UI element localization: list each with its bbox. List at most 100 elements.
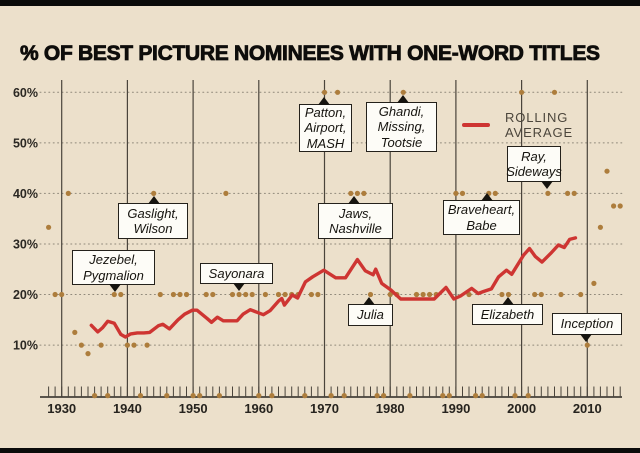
callout-arrow-down-icon (541, 181, 553, 189)
annotation-ghandi-missing-tootsie: Ghandi, Missing, Tootsie (366, 95, 437, 152)
data-point-1998 (505, 291, 512, 298)
top-frame-bar (0, 0, 640, 6)
data-point-2013 (604, 168, 610, 174)
annotation-text-line: Sayonara (208, 265, 265, 281)
data-point-1929 (52, 291, 58, 298)
callout-arrow-down-icon (233, 283, 245, 291)
annotation-text-line: Pygmalion (83, 267, 144, 283)
data-point-2004 (545, 190, 551, 196)
annotation-text-line: Jaws, (338, 205, 373, 221)
chart-title: % OF BEST PICTURE NOMINEES WITH ONE-WORD… (20, 42, 601, 66)
rolling-average-line-swatch-icon (462, 123, 490, 127)
data-point-1974 (348, 190, 354, 196)
legend: ROLLING AVERAGE (462, 110, 640, 140)
callout-arrow-up-icon (318, 97, 330, 105)
data-point-1996 (492, 190, 498, 196)
data-point-2011 (591, 280, 597, 286)
data-point-1932 (72, 329, 78, 335)
data-point-1930 (59, 291, 65, 298)
x-axis-tick-label: 1970 (310, 401, 339, 416)
data-point-1940 (124, 342, 130, 348)
data-point-1984 (413, 291, 420, 298)
data-point-1948 (177, 291, 183, 298)
annotation-text-line: Julia (357, 307, 384, 323)
annotation-text-line: Jezebel, (89, 252, 138, 267)
data-point-1956 (229, 291, 236, 298)
data-point-2014 (611, 203, 617, 209)
y-axis-tick-label: 60% (13, 86, 38, 100)
data-point-1944 (151, 190, 157, 196)
annotation-text-line: Nashville (329, 221, 382, 236)
x-axis-tick-label: 2000 (507, 401, 536, 416)
data-point-1977 (367, 291, 374, 298)
data-point-2007 (565, 190, 571, 196)
data-point-1969 (315, 291, 321, 298)
x-axis-tick-label: 1950 (179, 401, 208, 416)
data-point-1941 (131, 342, 137, 348)
x-axis-tick-label: 2010 (573, 401, 602, 416)
data-point-1957 (236, 291, 242, 298)
data-point-2010 (584, 342, 590, 348)
callout-arrow-down-icon (580, 334, 592, 342)
annotation-text-line: Airport, (304, 120, 347, 136)
annotation-jezebel-pygmalion: Jezebel, Pygmalion (72, 250, 155, 292)
data-point-2002 (532, 291, 538, 298)
x-axis-tick-label: 1960 (244, 401, 273, 416)
y-axis-tick-label: 40% (13, 187, 38, 201)
annotation-text-line: Tootsie (380, 134, 423, 150)
callout-arrow-up-icon (397, 95, 409, 103)
annotation-sayonara: Sayonara (200, 263, 273, 291)
data-point-1967 (302, 393, 308, 399)
data-point-2008 (571, 190, 577, 196)
data-point-1939 (118, 291, 124, 298)
data-point-1997 (499, 291, 505, 298)
data-point-1934 (85, 351, 91, 357)
annotation-julia: Julia (348, 297, 393, 326)
data-point-1955 (223, 190, 229, 196)
data-point-1937 (105, 393, 111, 399)
y-axis-tick-label: 10% (13, 339, 38, 353)
data-point-1980 (387, 291, 393, 298)
y-axis-tick-label: 50% (13, 136, 38, 150)
data-point-1953 (210, 291, 216, 298)
callout-arrow-up-icon (148, 196, 160, 204)
data-point-1958 (243, 291, 249, 298)
y-axis-tick-label: 30% (13, 238, 38, 252)
data-point-1973 (341, 393, 347, 399)
data-point-1962 (269, 393, 275, 399)
data-point-1989 (446, 393, 452, 399)
data-point-1933 (78, 342, 84, 348)
rolling-average-line (89, 236, 578, 339)
callout-arrow-up-icon (481, 193, 493, 201)
data-point-2006 (558, 291, 564, 298)
data-point-2003 (538, 291, 544, 298)
callout-arrow-down-icon (109, 284, 121, 292)
data-point-1990 (453, 190, 459, 196)
data-point-1979 (381, 393, 387, 399)
x-axis-tick-label: 1980 (376, 401, 405, 416)
annotation-text-line: Elizabeth (480, 306, 535, 322)
data-point-1943 (144, 342, 150, 348)
data-point-2001 (525, 393, 531, 399)
data-point-2000 (519, 89, 525, 95)
data-point-1971 (328, 393, 334, 399)
annotation-ray-sideways: Ray, Sideways (506, 146, 562, 189)
data-point-1946 (164, 393, 170, 399)
data-point-2005 (551, 89, 558, 95)
annotation-jaws-nashville: Jaws, Nashville (318, 196, 393, 239)
data-point-1949 (183, 291, 190, 298)
data-point-1999 (512, 393, 518, 399)
annotation-text-line: Inception (560, 316, 614, 332)
data-point-1950 (190, 393, 196, 399)
data-point-1976 (361, 190, 367, 196)
annotation-text-line: Missing, (377, 119, 426, 135)
annotation-text-line: Gaslight, (127, 205, 179, 221)
data-point-1928 (46, 224, 52, 230)
annotation-text-line: Sideways (506, 164, 562, 179)
bottom-frame-bar (0, 448, 640, 453)
data-point-1992 (466, 291, 472, 298)
data-point-1988 (440, 393, 446, 399)
